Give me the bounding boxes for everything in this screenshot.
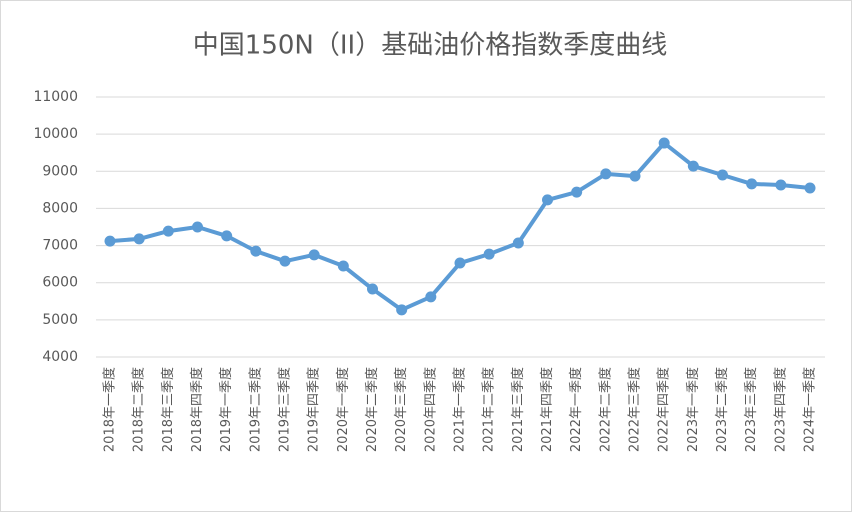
x-tick-label: 2021年二季度: [481, 367, 497, 452]
data-point: [221, 230, 233, 242]
y-tick-label: 10000: [33, 126, 78, 142]
data-point: [658, 137, 670, 149]
x-tick-label: 2021年四季度: [539, 367, 555, 452]
x-tick-label: 2020年四季度: [422, 367, 438, 452]
x-tick-label: 2024年一季度: [802, 367, 818, 452]
y-tick-label: 4000: [42, 349, 78, 365]
data-point: [104, 235, 116, 247]
x-tick-label: 2023年二季度: [714, 367, 730, 452]
data-point: [804, 182, 816, 194]
data-point: [192, 221, 203, 233]
x-tick-label: 2018年二季度: [131, 367, 147, 452]
data-point: [717, 169, 728, 181]
data-point: [483, 248, 495, 260]
data-point: [396, 304, 408, 316]
data-point: [162, 225, 174, 237]
data-point: [337, 260, 349, 272]
data-point: [250, 245, 262, 257]
x-tick-label: 2022年一季度: [568, 367, 584, 452]
x-tick-label: 2019年二季度: [247, 367, 263, 452]
x-tick-label: 2021年一季度: [452, 367, 468, 452]
y-tick-label: 5000: [42, 312, 78, 328]
x-tick-label: 2023年一季度: [685, 367, 701, 452]
data-point: [133, 233, 145, 245]
x-tick-label: 2018年三季度: [160, 367, 176, 452]
x-tick-label: 2020年二季度: [364, 367, 380, 452]
data-point: [629, 170, 641, 182]
data-point: [308, 249, 320, 261]
x-tick-label: 2020年一季度: [335, 367, 351, 452]
x-tick-label: 2021年三季度: [510, 367, 526, 452]
data-point: [512, 237, 524, 249]
data-point: [746, 178, 758, 190]
y-tick-label: 11000: [33, 89, 78, 105]
y-tick-label: 7000: [42, 238, 78, 254]
data-point: [454, 257, 466, 269]
data-point: [775, 179, 787, 191]
data-point: [279, 255, 291, 267]
x-tick-label: 2018年一季度: [102, 367, 118, 452]
data-point: [367, 283, 378, 295]
data-point: [600, 168, 612, 180]
x-tick-label: 2022年四季度: [656, 367, 672, 452]
x-tick-label: 2018年四季度: [189, 367, 205, 452]
x-tick-label: 2019年四季度: [306, 367, 322, 452]
x-tick-label: 2023年四季度: [772, 367, 788, 452]
x-tick-label: 2023年三季度: [743, 367, 759, 452]
data-point: [425, 291, 437, 303]
y-tick-label: 6000: [42, 275, 78, 291]
x-tick-label: 2020年三季度: [393, 367, 409, 452]
data-point: [687, 160, 699, 172]
y-tick-label: 9000: [42, 163, 78, 179]
chart-title: 中国150N（II）基础油价格指数季度曲线: [193, 31, 667, 61]
x-tick-label: 2022年三季度: [627, 367, 643, 452]
x-tick-label: 2019年三季度: [277, 367, 293, 452]
data-point: [571, 186, 583, 198]
x-tick-label: 2022年二季度: [597, 367, 613, 452]
y-tick-label: 8000: [42, 200, 78, 216]
data-point: [542, 194, 553, 206]
x-tick-label: 2019年一季度: [218, 367, 234, 452]
